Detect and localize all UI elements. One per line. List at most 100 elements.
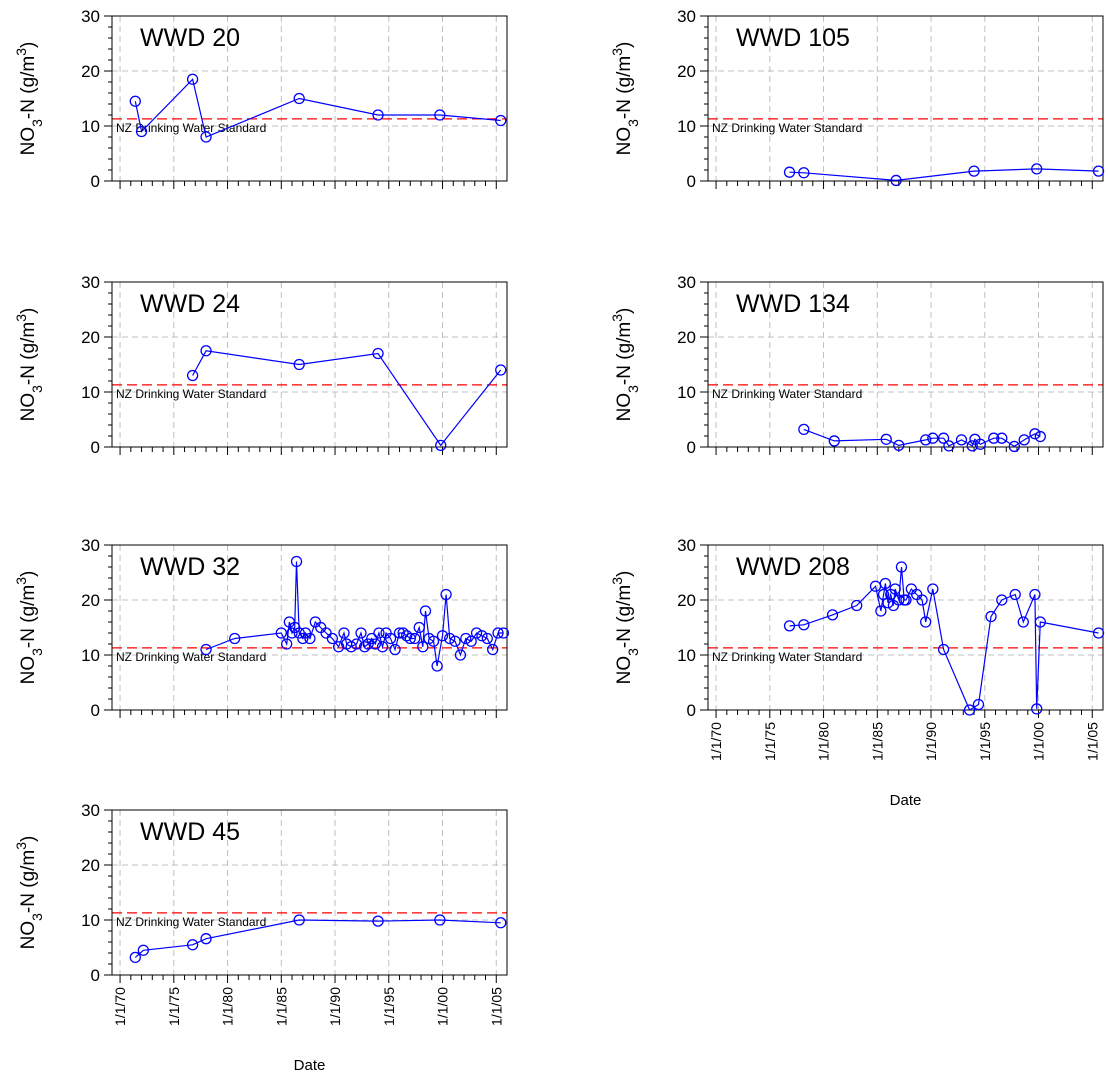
x-tick-label: 1/1/05	[488, 987, 504, 1026]
data-point	[435, 439, 447, 452]
y-tick-label: 10	[81, 911, 100, 930]
data-point	[444, 632, 456, 645]
data-point	[937, 643, 950, 656]
data-point	[1017, 616, 1029, 628]
panel-2: NZ Drinking Water Standard 0 10 20 30 NO3-N (…	[609, 7, 1105, 191]
data-point	[798, 167, 810, 179]
y-tick-label: 10	[81, 383, 100, 402]
data-point	[826, 609, 839, 621]
y-tick-label: 0	[687, 438, 696, 457]
data-point	[372, 915, 384, 927]
data-point	[1009, 588, 1021, 601]
data-point	[798, 619, 810, 631]
data-point	[955, 434, 968, 446]
y-tick-label: 20	[81, 62, 100, 81]
data-point	[920, 434, 932, 446]
data-point	[889, 583, 901, 595]
data-point	[137, 944, 150, 956]
panel-title: WWD 45	[140, 818, 240, 846]
data-point	[345, 641, 357, 653]
y-tick-label: 20	[677, 328, 696, 347]
data-point	[900, 594, 912, 606]
data-point	[393, 627, 406, 639]
x-tick-label: 1/1/75	[166, 987, 182, 1026]
x-tick-label: 1/1/05	[1084, 722, 1100, 761]
data-point	[470, 627, 483, 639]
standard-label: NZ Drinking Water Standard	[116, 915, 266, 929]
data-point	[186, 939, 199, 951]
data-point	[366, 632, 378, 645]
data-point	[893, 439, 905, 452]
x-tick-label: 1/1/00	[1031, 722, 1047, 761]
data-point	[384, 632, 397, 645]
data-point	[497, 627, 510, 639]
series-line	[134, 919, 501, 958]
data-point	[920, 616, 932, 628]
panel-5: NZ Drinking Water Standard 0 10 20 30 NO3-N (…	[13, 536, 510, 720]
series-line	[205, 561, 504, 667]
data-point	[200, 345, 212, 357]
y-tick-label: 20	[81, 591, 100, 610]
standard-label: NZ Drinking Water Standard	[712, 121, 862, 135]
plot-frame	[707, 15, 1104, 182]
data-point	[943, 440, 955, 452]
data-point	[286, 627, 298, 639]
data-point	[798, 423, 810, 436]
x-tick-label: 1/1/85	[273, 987, 289, 1026]
series-line	[789, 566, 1099, 711]
data-point	[436, 630, 449, 642]
panel-title: WWD 105	[736, 24, 850, 52]
x-tick-label: 1/1/95	[977, 722, 993, 761]
data-point	[293, 358, 305, 371]
data-point	[879, 577, 892, 590]
x-tick-label: 1/1/90	[327, 987, 343, 1026]
x-tick-label: 1/1/95	[381, 987, 397, 1026]
data-point	[476, 630, 488, 642]
data-point	[972, 698, 985, 711]
data-point	[389, 643, 401, 656]
data-point	[449, 635, 461, 647]
plot-frame	[707, 281, 1104, 448]
y-tick-label: 0	[687, 701, 696, 720]
data-point	[1092, 627, 1105, 639]
panel-6: NZ Drinking Water Standard 0 10 20 30 1/1/70 1…	[609, 536, 1105, 809]
data-point	[338, 627, 350, 639]
data-point	[880, 433, 892, 445]
data-point	[875, 605, 887, 617]
data-point	[229, 632, 241, 645]
data-point	[968, 165, 980, 177]
data-point	[927, 432, 939, 444]
data-point	[783, 620, 796, 632]
panel-title: WWD 208	[736, 553, 850, 581]
x-tick-label: 1/1/80	[816, 722, 832, 761]
y-axis-label: NO3-N (g/m3)	[13, 42, 45, 156]
plot-frame	[111, 809, 508, 976]
y-tick-label: 20	[81, 328, 100, 347]
y-tick-label: 0	[91, 172, 100, 191]
data-point	[369, 638, 381, 650]
data-point	[293, 92, 305, 105]
data-point	[1029, 588, 1041, 601]
y-tick-label: 20	[677, 62, 696, 81]
x-tick-label: 1/1/75	[762, 722, 778, 761]
data-point	[358, 641, 371, 653]
x-tick-label: 1/1/70	[708, 722, 724, 761]
data-point	[1034, 430, 1046, 443]
data-point	[481, 632, 493, 645]
y-tick-label: 30	[81, 273, 100, 292]
data-point	[129, 95, 141, 107]
data-point	[275, 627, 287, 639]
standard-label: NZ Drinking Water Standard	[712, 387, 862, 401]
x-tick-label: 1/1/90	[923, 722, 939, 761]
data-point	[397, 627, 409, 639]
data-point	[890, 174, 902, 187]
series-line	[134, 78, 501, 138]
data-point	[332, 641, 345, 653]
x-tick-label: 1/1/85	[869, 722, 885, 761]
data-point	[326, 632, 338, 645]
data-point	[1092, 165, 1105, 177]
y-axis-label: NO3-N (g/m3)	[13, 308, 45, 422]
data-point	[783, 166, 796, 178]
data-point	[200, 643, 212, 656]
